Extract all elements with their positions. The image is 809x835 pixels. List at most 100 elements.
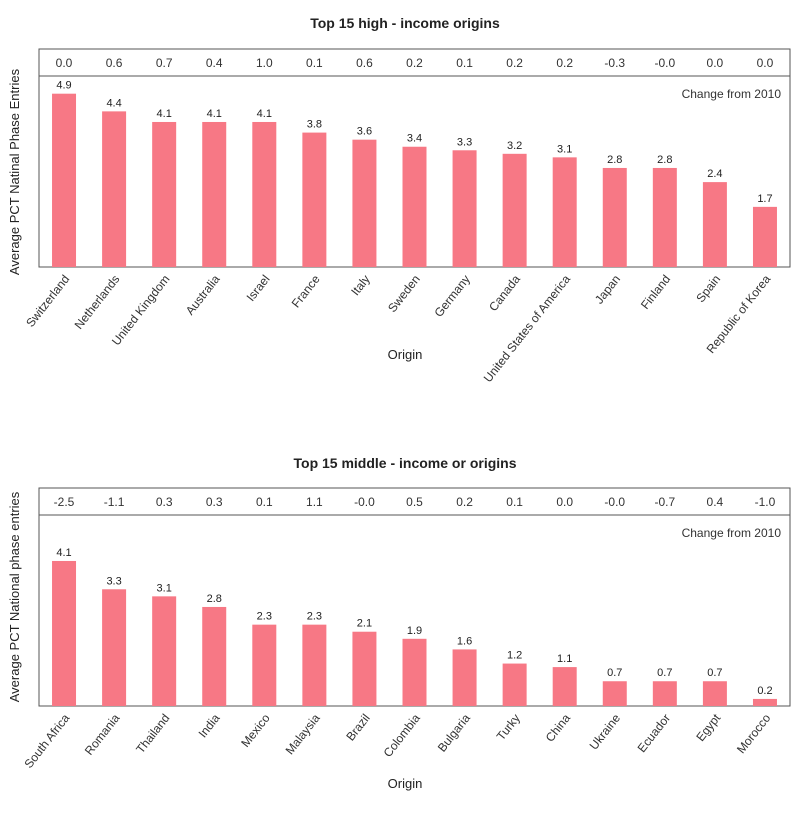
change-value-label: 0.1	[506, 495, 523, 509]
x-tick-label: Finland	[638, 272, 673, 312]
change-from-2010-label: Change from 2010	[682, 526, 782, 540]
y-axis-label: Average PCT Natinal Phase Entries	[7, 68, 22, 275]
bar-value-label: 2.3	[307, 611, 322, 623]
bar-value-label: 1.2	[507, 650, 522, 662]
change-value-label: 0.0	[56, 56, 73, 70]
x-tick-label: Thailand	[133, 711, 172, 756]
bar-value-label: 3.8	[307, 119, 322, 131]
x-tick-label: Germany	[432, 272, 473, 320]
change-value-label: 0.6	[356, 56, 373, 70]
bar-value-label: 4.1	[207, 108, 222, 120]
bar-value-label: 4.9	[56, 80, 71, 92]
x-tick-label: Sweden	[385, 272, 423, 315]
x-tick-label: Switzerland	[23, 272, 72, 330]
x-tick-label: Japan	[592, 272, 623, 306]
bar	[652, 167, 677, 267]
x-tick-label: Netherlands	[72, 272, 123, 332]
x-tick-label: Israel	[244, 272, 273, 304]
x-tick-label: Spain	[693, 272, 723, 305]
bar-value-label: 3.3	[457, 136, 472, 148]
bar	[502, 663, 527, 706]
bar	[202, 121, 227, 267]
change-from-2010-label: Change from 2010	[682, 87, 782, 101]
bar	[102, 589, 127, 706]
change-value-label: 0.0	[707, 56, 724, 70]
bar-value-label: 2.8	[607, 154, 622, 166]
change-value-label: -0.3	[604, 56, 625, 70]
x-tick-label: United States of America	[481, 272, 574, 385]
x-tick-label: Canada	[486, 272, 523, 314]
x-tick-label: Australia	[183, 272, 223, 318]
bar	[652, 681, 677, 706]
bar	[202, 606, 227, 706]
bar	[152, 121, 177, 267]
change-value-label: -0.0	[654, 56, 675, 70]
change-value-label: 1.0	[256, 56, 273, 70]
bar	[352, 631, 377, 706]
bar	[752, 206, 777, 267]
bar	[352, 139, 377, 267]
change-value-label: 0.4	[707, 495, 724, 509]
x-tick-label: Malaysia	[283, 711, 323, 757]
x-tick-label: Ukraine	[587, 711, 624, 752]
x-tick-label: Italy	[348, 272, 373, 298]
chart-title: Top 15 high - income origins	[310, 15, 500, 31]
x-axis-label: Origin	[388, 347, 423, 362]
change-value-label: 0.5	[406, 495, 423, 509]
bar	[402, 146, 427, 267]
change-value-label: 0.2	[406, 56, 423, 70]
bar	[752, 698, 777, 706]
bar	[302, 624, 327, 706]
change-value-label: -0.0	[354, 495, 375, 509]
bar-value-label: 0.7	[607, 667, 622, 679]
bar	[52, 93, 77, 267]
change-value-label: 0.2	[506, 56, 523, 70]
x-tick-label: Egypt	[693, 711, 723, 744]
bar-series: 4.9 0.0 Switzerland 4.4 0.6 Netherlands 4.1 0.7…	[23, 56, 777, 385]
bar-value-label: 2.8	[657, 154, 672, 166]
bar-value-label: 2.1	[357, 618, 372, 630]
bar	[452, 649, 477, 706]
change-value-label: 0.6	[106, 56, 123, 70]
change-value-label: -1.1	[104, 495, 125, 509]
change-value-label: 0.2	[456, 495, 473, 509]
bar-value-label: 3.4	[407, 133, 422, 145]
bar-value-label: 0.2	[757, 685, 772, 697]
change-value-label: 0.7	[156, 56, 173, 70]
bar-value-label: 1.7	[757, 193, 772, 205]
bar-value-label: 4.1	[257, 108, 272, 120]
panel-high-income: Top 15 high - income origins Change from…	[7, 15, 791, 385]
x-tick-label: India	[196, 711, 223, 740]
bar-value-label: 2.8	[207, 593, 222, 605]
bar	[102, 111, 127, 268]
change-value-label: 0.1	[306, 56, 323, 70]
change-value-label: 1.1	[306, 495, 323, 509]
x-tick-label: Morocco	[734, 711, 774, 756]
chart-title: Top 15 middle - income or origins	[294, 455, 517, 471]
bar-value-label: 3.6	[357, 126, 372, 138]
change-value-label: 0.4	[206, 56, 223, 70]
x-tick-label: Colombia	[381, 711, 423, 760]
x-tick-label: South Africa	[22, 711, 73, 771]
change-value-label: 0.1	[456, 56, 473, 70]
change-value-label: 0.2	[556, 56, 573, 70]
x-tick-label: Romania	[82, 711, 123, 758]
bar	[602, 681, 627, 706]
bar-value-label: 3.1	[557, 143, 572, 155]
change-value-label: -1.0	[755, 495, 776, 509]
x-axis-label: Origin	[388, 776, 423, 791]
bar	[552, 157, 577, 267]
change-value-label: -2.5	[54, 495, 75, 509]
x-tick-label: Bulgaria	[435, 711, 473, 755]
change-value-label: -0.7	[654, 495, 675, 509]
bar-value-label: 3.2	[507, 140, 522, 152]
bar	[252, 121, 277, 267]
y-axis-label: Average PCT National phase entries	[7, 491, 22, 702]
bar-value-label: 2.4	[707, 168, 722, 180]
bar-value-label: 3.1	[157, 582, 172, 594]
x-tick-label: Turky	[494, 711, 523, 743]
bar	[52, 560, 77, 706]
x-tick-label: Mexico	[238, 711, 273, 750]
bar-value-label: 4.4	[106, 97, 121, 109]
